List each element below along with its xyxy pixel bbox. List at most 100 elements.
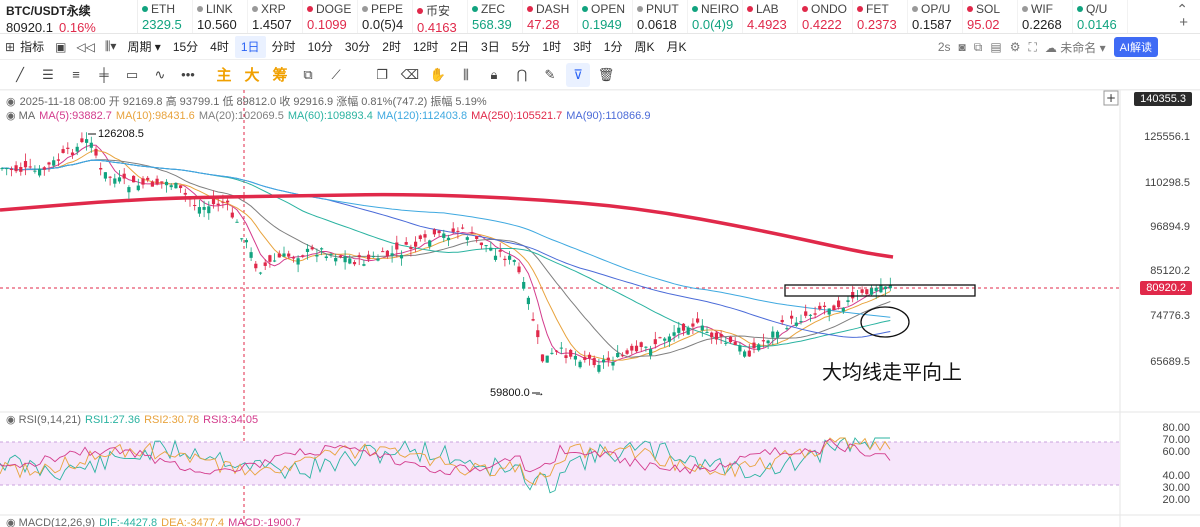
- ticker-item[interactable]: PEPE 0.0(5)4: [358, 0, 413, 33]
- ticker-item[interactable]: PNUT 0.0618: [633, 0, 688, 33]
- interval-tab[interactable]: 10分: [307, 39, 333, 54]
- chart-canvas[interactable]: +: [0, 90, 1200, 527]
- interval-tab[interactable]: 30分: [344, 39, 371, 54]
- candle-body: [790, 315, 794, 319]
- fullscreen-icon[interactable]: ⛶: [1028, 39, 1037, 54]
- plus-icon: +: [1106, 91, 1116, 105]
- calendar-icon[interactable]: ▣: [55, 39, 67, 54]
- lock-icon[interactable]: 🔒︎: [490, 66, 498, 82]
- ticker-item[interactable]: FET 0.2373: [853, 0, 908, 33]
- candle-body: [329, 253, 333, 255]
- big-order-tool[interactable]: 大: [244, 67, 260, 84]
- axis-add-button[interactable]: [1103, 90, 1119, 106]
- ruler-icon[interactable]: ⟋: [331, 66, 341, 82]
- refresh-rate[interactable]: 2s: [937, 40, 951, 54]
- eye-icon[interactable]: ◉: [6, 96, 16, 108]
- popout-icon[interactable]: ⧉: [973, 39, 983, 54]
- candle-body: [320, 248, 324, 250]
- layout-name[interactable]: ☁ 未命名 ▾: [1044, 40, 1106, 55]
- duplicate-icon[interactable]: ❐: [376, 66, 388, 82]
- candle-body: [188, 198, 192, 200]
- ticker-item[interactable]: SOL 95.02: [963, 0, 1018, 33]
- parallel-channel-icon[interactable]: ≡: [72, 67, 80, 82]
- ticker-item[interactable]: ETH 2329.5: [138, 0, 193, 33]
- ticker-value: 0.1949: [582, 17, 622, 32]
- ticker-item[interactable]: WIF 0.2268: [1018, 0, 1073, 33]
- chevron-up-icon[interactable]: ⌃: [1176, 1, 1188, 17]
- ticker-item[interactable]: LAB 4.4923: [743, 0, 798, 33]
- interval-tab[interactable]: 1时: [542, 39, 562, 54]
- filter-icon[interactable]: ⊽: [566, 62, 590, 87]
- ticker-item[interactable]: ZEC 568.39: [468, 0, 523, 33]
- candle-body: [865, 289, 869, 295]
- ai-analysis-button[interactable]: AI解读: [1113, 37, 1158, 57]
- interval-tab[interactable]: 3日: [481, 39, 500, 54]
- pen-icon[interactable]: ✎: [544, 66, 556, 82]
- interval-tab[interactable]: 1日: [234, 35, 266, 58]
- ticker-item[interactable]: Q/U 0.0146: [1073, 0, 1128, 33]
- ticker-item[interactable]: DASH 47.28: [523, 0, 578, 33]
- candle-body: [258, 272, 263, 274]
- ticker-name: ONDO: [811, 2, 847, 16]
- horizontal-ray-icon[interactable]: ╪: [99, 67, 109, 82]
- trash-icon[interactable]: 🗑︎: [597, 66, 615, 82]
- magnet-icon[interactable]: ⋂: [516, 66, 528, 82]
- ticker-item[interactable]: OP/U 0.1587: [908, 0, 963, 33]
- interval-tab[interactable]: 2日: [450, 39, 470, 54]
- main-chart-tool[interactable]: 主: [216, 67, 232, 84]
- candle-icon[interactable]: ⫼: [463, 66, 469, 82]
- candle-body: [273, 260, 277, 262]
- symbol-name: BTC/USDT永续: [6, 4, 91, 18]
- plus-icon[interactable]: +: [1179, 14, 1188, 31]
- interval-tab[interactable]: 分时: [271, 39, 296, 54]
- brush-icon[interactable]: ∿: [154, 66, 166, 82]
- low-value: 59800.0: [490, 387, 530, 399]
- candle-body: [879, 285, 883, 293]
- period-dropdown[interactable]: 周期 ▾: [127, 39, 161, 54]
- interval-tab[interactable]: 1分: [603, 39, 623, 54]
- ticker-item[interactable]: ONDO 0.4222: [798, 0, 853, 33]
- candle-type-icon[interactable]: ⫼▾: [104, 39, 117, 53]
- annotation-ellipse[interactable]: [860, 306, 910, 338]
- interval-tab[interactable]: 4时: [210, 39, 229, 54]
- chip-distribution-tool[interactable]: 筹: [272, 67, 288, 84]
- candle-body: [653, 339, 657, 345]
- camera-icon[interactable]: ◙: [958, 40, 966, 54]
- indicator-icon[interactable]: ⊞: [5, 39, 16, 54]
- ticker-item[interactable]: LINK 10.560: [193, 0, 248, 33]
- candle-body: [113, 178, 117, 184]
- trendline-icon[interactable]: ╱: [16, 66, 24, 82]
- candle-body: [686, 327, 690, 335]
- rectangle-icon[interactable]: ▭: [125, 66, 139, 82]
- more-tools-icon[interactable]: •••: [181, 67, 195, 82]
- copy-icon[interactable]: ⧉: [303, 66, 313, 82]
- interval-tab[interactable]: 3时: [573, 39, 592, 54]
- interval-tab[interactable]: 5分: [511, 39, 531, 54]
- replay-icon[interactable]: ◁◁: [76, 39, 95, 54]
- hand-icon[interactable]: ✋: [429, 66, 447, 82]
- ticker-item[interactable]: OPEN 0.1949: [578, 0, 633, 33]
- indicator-button[interactable]: 指标: [20, 39, 45, 54]
- interval-tab[interactable]: 2时: [382, 39, 401, 54]
- chart-toolbar: ⊞ 指标 ▣ ◁◁ ⫼▾ 周期 ▾ 15分 4时 1日 分时 10分 30分 2时 12时 2日…: [0, 34, 1200, 60]
- ticker-item[interactable]: DOGE 0.1099: [303, 0, 358, 33]
- ticker-item[interactable]: 币安 0.4163: [413, 0, 468, 33]
- ticker-item[interactable]: XRP 1.4507: [248, 0, 303, 33]
- high-label: 126208.5: [98, 128, 144, 140]
- eraser-icon[interactable]: ⌫: [400, 66, 420, 82]
- interval-tab[interactable]: 周K: [634, 39, 655, 54]
- horizontal-lines-icon[interactable]: ☰: [42, 66, 54, 82]
- annotation-rectangle[interactable]: [784, 284, 976, 297]
- candle-body: [399, 254, 404, 259]
- ticker-main-symbol[interactable]: BTC/USDT永续 80920.1 0.16%: [0, 0, 138, 35]
- annotation-note: 大均线走平向上: [822, 362, 962, 384]
- interval-tab[interactable]: 15分: [172, 39, 199, 54]
- interval-tab[interactable]: 12时: [412, 39, 439, 54]
- interval-tab[interactable]: 月K: [666, 39, 687, 54]
- candle-body: [94, 148, 98, 156]
- legend-item: MA(90):110866.9: [566, 110, 651, 122]
- settings-icon[interactable]: ⚙: [1009, 40, 1021, 54]
- ticker-item[interactable]: NEIRO 0.0(4)9: [688, 0, 743, 33]
- ticker-name: OPEN: [591, 2, 626, 16]
- save-icon[interactable]: ▤: [990, 40, 1002, 54]
